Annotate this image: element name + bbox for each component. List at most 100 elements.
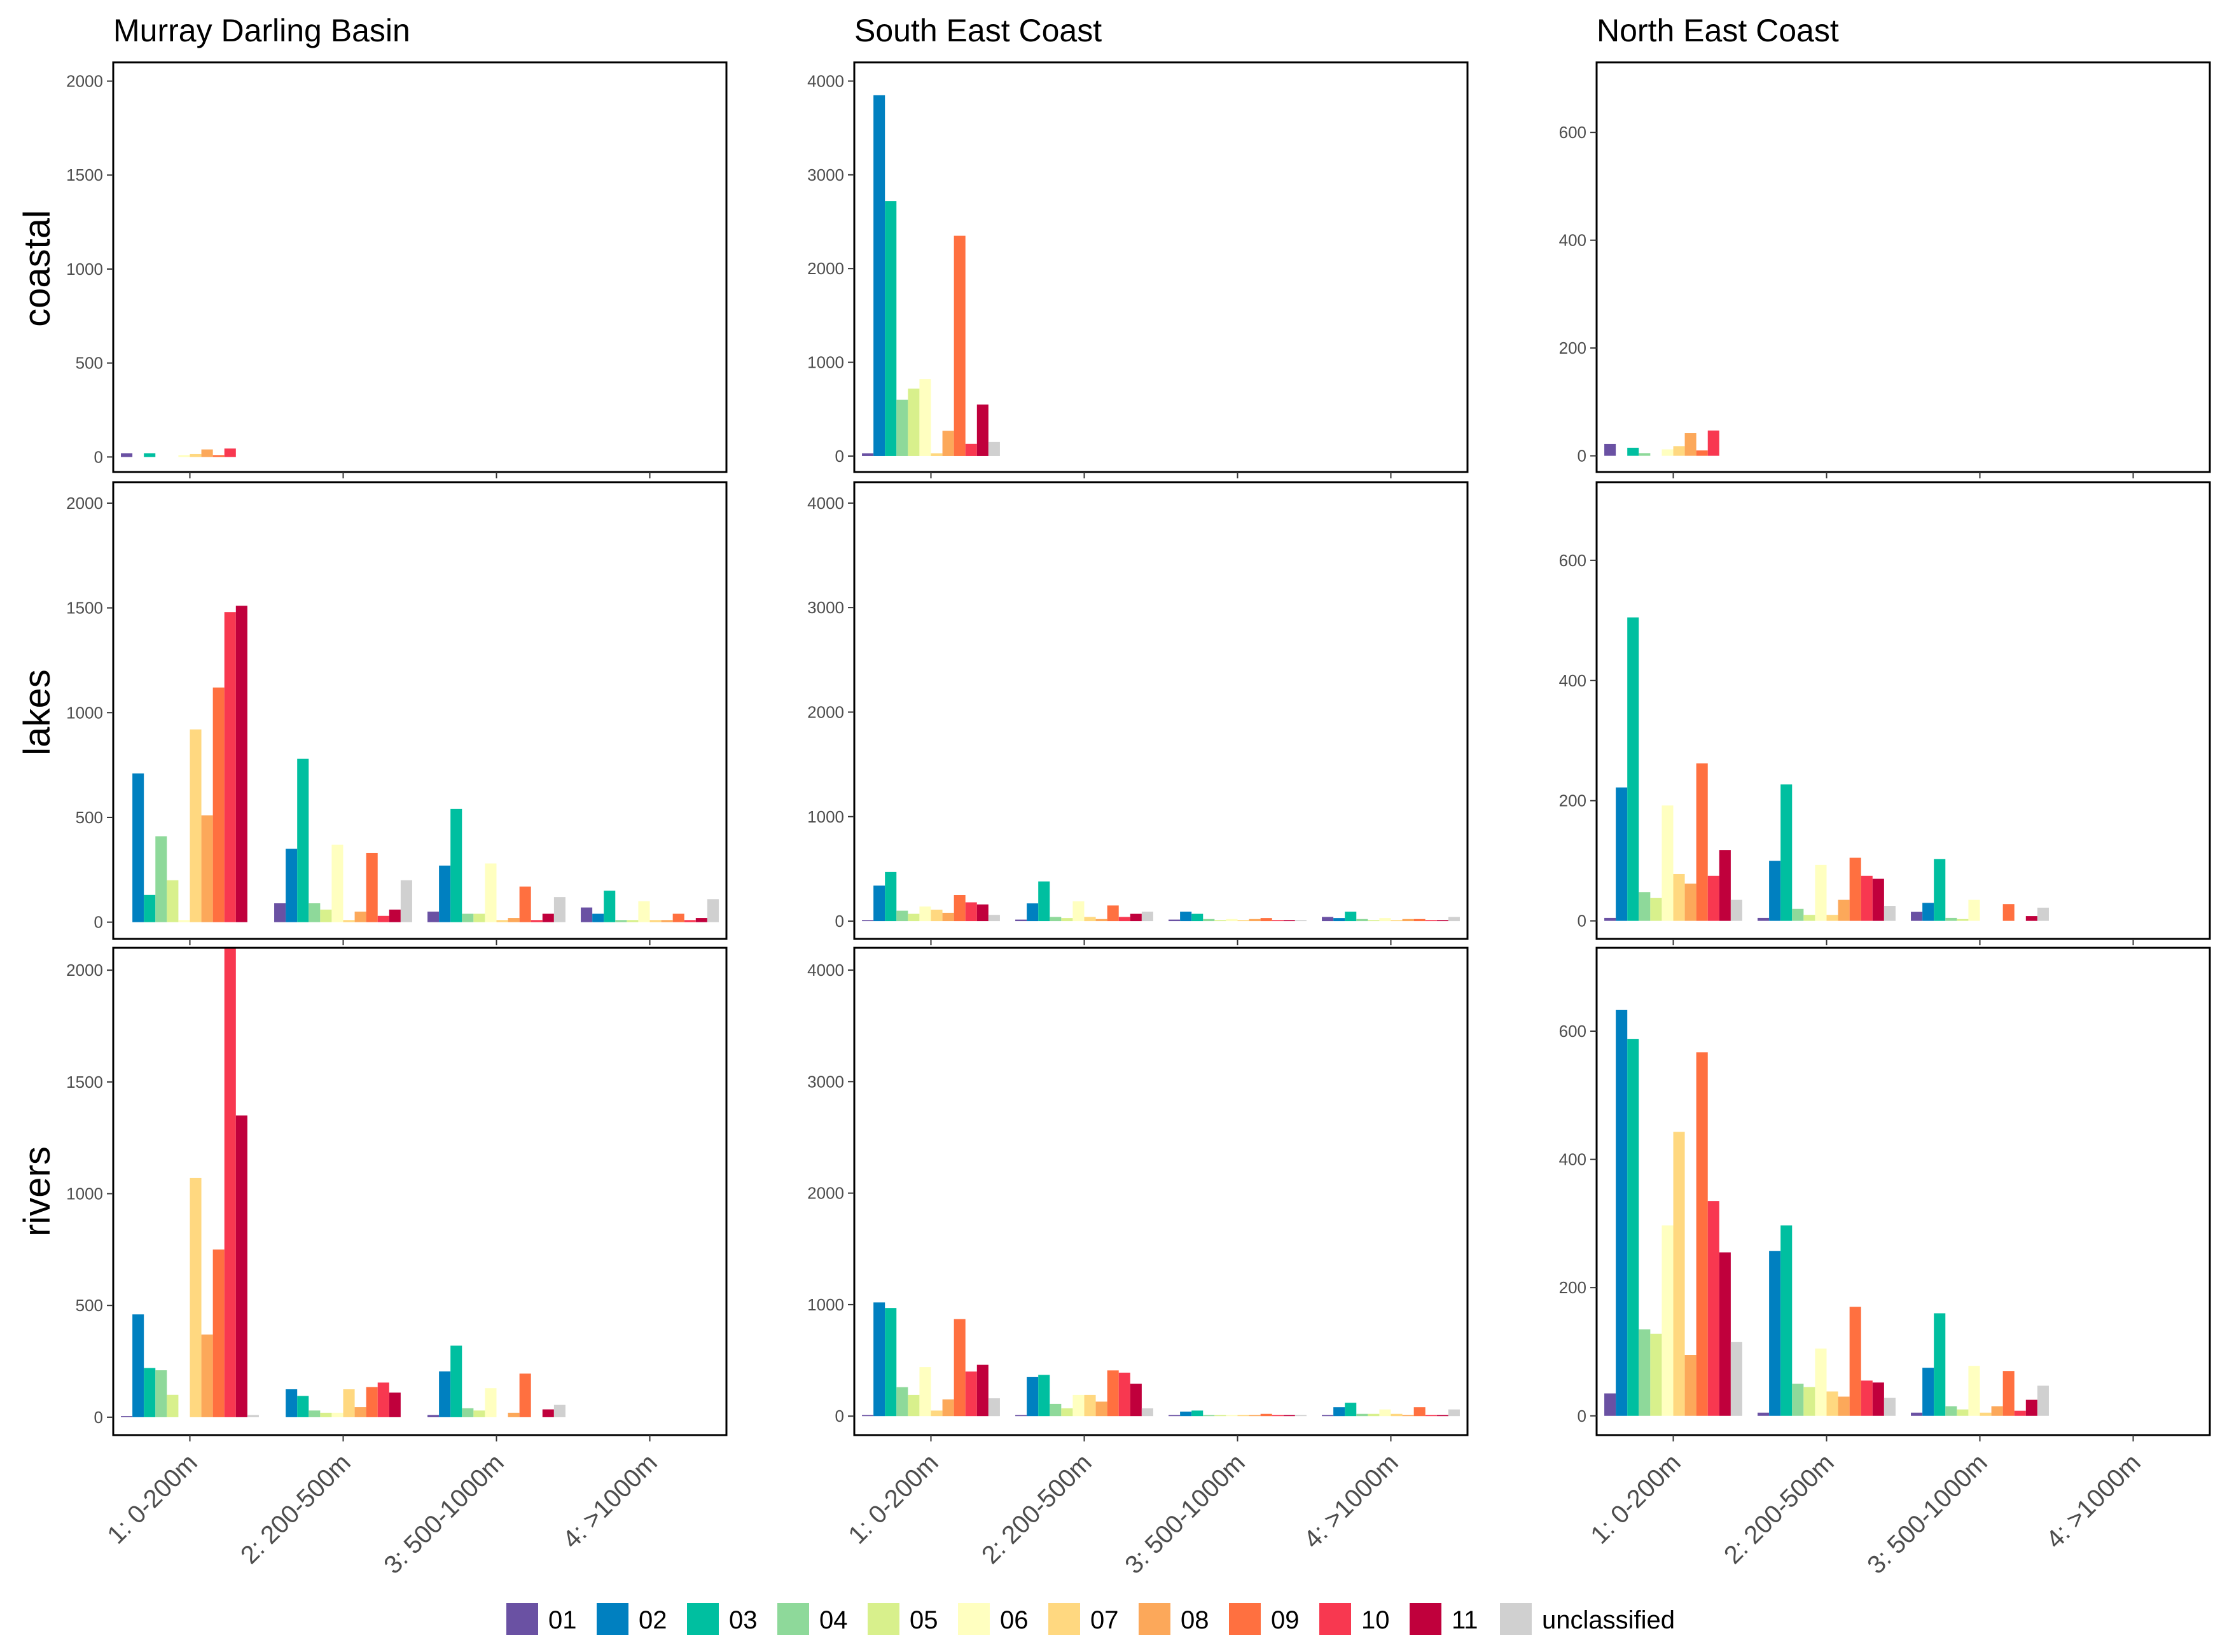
bar-06-1 xyxy=(1662,1225,1674,1416)
bar-02-2 xyxy=(1769,1251,1781,1416)
bar-04-1 xyxy=(1639,892,1651,921)
bar-03-4 xyxy=(604,891,616,922)
bar-07-3 xyxy=(1237,1415,1249,1417)
y-tick-label: 0 xyxy=(835,447,844,466)
bar-03-3 xyxy=(1191,913,1204,922)
bar-unclassified-1 xyxy=(247,1415,259,1417)
bar-11-1 xyxy=(235,606,247,922)
bar-02-1 xyxy=(132,1314,144,1417)
bar-03-3 xyxy=(450,809,462,922)
bar-03-1 xyxy=(885,1308,897,1417)
bar-10-3 xyxy=(531,920,543,922)
bar-05-3 xyxy=(1957,919,1969,921)
bar-01-3 xyxy=(1911,1412,1923,1416)
bar-07-1 xyxy=(190,729,202,922)
bar-01-3 xyxy=(427,1415,440,1417)
bar-09-1 xyxy=(212,455,225,457)
bar-unclassified-4 xyxy=(707,899,719,922)
bar-09-1 xyxy=(1696,450,1708,456)
x-tick-label-4-1000m: 4: >1000m xyxy=(557,1448,663,1554)
bar-05-1 xyxy=(908,1394,920,1417)
panel-border xyxy=(1595,947,2211,1436)
panel-north-east-coast-lakes: 0 200 400 600 xyxy=(1559,481,2211,945)
y-tick-label: 400 xyxy=(1559,671,1586,690)
bar-11-2 xyxy=(1872,1382,1884,1416)
bar-09-3 xyxy=(1260,1413,1272,1417)
y-tick-label: 4000 xyxy=(807,494,844,513)
y-tick-label: 500 xyxy=(76,354,103,373)
y-tick-label: 1000 xyxy=(807,807,844,826)
panel-murray-darling-basin-rivers: 0 500 1000 1500 2000 1: 0-200m 2: 200-500m 3: 5… xyxy=(66,947,728,1579)
row-title-rivers: rivers xyxy=(17,1146,58,1237)
bar-unclassified-4 xyxy=(1448,917,1460,922)
bar-02-1 xyxy=(1616,1010,1628,1416)
bar-08-1 xyxy=(1684,433,1696,456)
legend-swatch-04 xyxy=(777,1603,809,1635)
legend-item-05: 05 xyxy=(868,1603,938,1635)
bar-11-2 xyxy=(389,909,401,922)
bar-11-4 xyxy=(1436,920,1448,922)
bar-03-2 xyxy=(1780,1225,1793,1416)
bar-03-2 xyxy=(297,1396,309,1417)
bar-01-2 xyxy=(274,903,286,922)
legend-swatch-07 xyxy=(1048,1603,1080,1635)
bar-10-1 xyxy=(224,948,236,1417)
bar-04-3 xyxy=(1945,1406,1957,1416)
bar-09-1 xyxy=(954,894,966,922)
bar-05-2 xyxy=(1061,1408,1073,1417)
panel-north-east-coast-rivers: 0 200 400 600 1: 0-200m 2: 200-500m 3: 500-100… xyxy=(1559,947,2211,1579)
bar-08-4 xyxy=(661,920,673,922)
legend-item-10: 10 xyxy=(1319,1603,1390,1635)
y-tick-label: 200 xyxy=(1559,791,1586,810)
bar-06-3 xyxy=(485,863,497,922)
bar-03-2 xyxy=(1780,784,1793,921)
legend-item-09: 09 xyxy=(1229,1603,1300,1635)
bar-04-1 xyxy=(1639,1329,1651,1416)
bar-unclassified-2 xyxy=(1141,1408,1153,1417)
bar-05-2 xyxy=(1061,918,1073,922)
bar-03-2 xyxy=(297,758,309,922)
bar-01-2 xyxy=(1015,919,1027,922)
y-tick-label: 1000 xyxy=(66,703,103,722)
bar-11-1 xyxy=(976,404,989,456)
panels: 0500100015002000010002000300040000200400… xyxy=(66,61,2211,1579)
bar-11-1 xyxy=(1719,850,1731,921)
bar-08-3 xyxy=(1249,1415,1261,1417)
y-tick-label: 0 xyxy=(1578,1406,1586,1426)
bar-08-1 xyxy=(201,449,213,457)
bar-07-3 xyxy=(1980,1412,1992,1416)
y-tick-label: 200 xyxy=(1559,338,1586,357)
bar-10-1 xyxy=(224,448,236,457)
bar-10-4 xyxy=(1425,1415,1437,1417)
y-tick-label: 400 xyxy=(1559,231,1586,250)
legend: 01 02 03 04 05 06 07 08 09 10 11 unclassified xyxy=(506,1603,1675,1635)
bar-03-1 xyxy=(144,1368,156,1417)
legend-swatch-06 xyxy=(958,1603,990,1635)
bar-08-2 xyxy=(1838,1396,1850,1416)
bar-03-1 xyxy=(1627,447,1639,456)
bar-08-4 xyxy=(1402,919,1414,922)
bar-08-4 xyxy=(1402,1415,1414,1417)
bar-01-1 xyxy=(862,1415,874,1417)
bar-11-4 xyxy=(1436,1415,1448,1417)
bar-01-2 xyxy=(1758,1412,1770,1416)
legend-label-07: 07 xyxy=(1090,1606,1119,1634)
bar-10-4 xyxy=(684,920,696,922)
bar-02-4 xyxy=(1333,1407,1345,1417)
x-tick-label-3-500-1000m: 3: 500-1000m xyxy=(1862,1448,1993,1579)
bar-11-2 xyxy=(1130,913,1142,922)
bar-09-1 xyxy=(1696,763,1708,921)
bar-03-4 xyxy=(1345,912,1357,922)
bar-11-3 xyxy=(542,913,554,922)
bar-07-1 xyxy=(931,1410,943,1417)
y-tick-label: 1000 xyxy=(807,1295,844,1314)
bar-10-4 xyxy=(1425,920,1437,922)
bar-04-1 xyxy=(155,1370,167,1417)
x-tick-label-1-0-200m: 1: 0-200m xyxy=(102,1448,202,1549)
bar-08-1 xyxy=(942,912,954,922)
bar-04-4 xyxy=(1356,919,1368,922)
bar-06-3 xyxy=(1226,1415,1238,1417)
bar-06-2 xyxy=(331,844,343,922)
bar-07-4 xyxy=(1391,1413,1403,1417)
bar-06-1 xyxy=(919,379,931,456)
